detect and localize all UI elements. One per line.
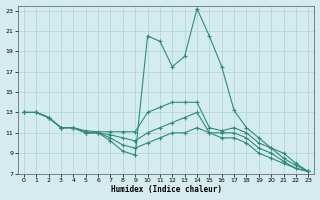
- X-axis label: Humidex (Indice chaleur): Humidex (Indice chaleur): [111, 185, 221, 194]
